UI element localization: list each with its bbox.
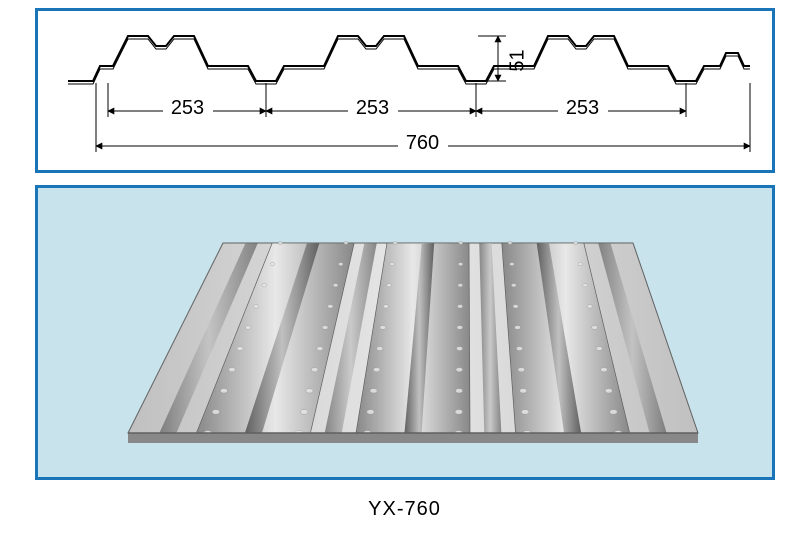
- rib-height-label: 51: [506, 49, 529, 71]
- pitch-label-1: 253: [171, 97, 204, 120]
- product-label: YX-760: [368, 498, 441, 521]
- render-svg: [38, 188, 772, 477]
- pitch-label-3: 253: [566, 97, 599, 120]
- total-width-label: 760: [406, 132, 439, 155]
- profile-diagram-panel: 253 253 253 760 51: [35, 8, 775, 173]
- profile-svg: [38, 11, 772, 170]
- pitch-label-2: 253: [356, 97, 389, 120]
- render-panel: [35, 185, 775, 480]
